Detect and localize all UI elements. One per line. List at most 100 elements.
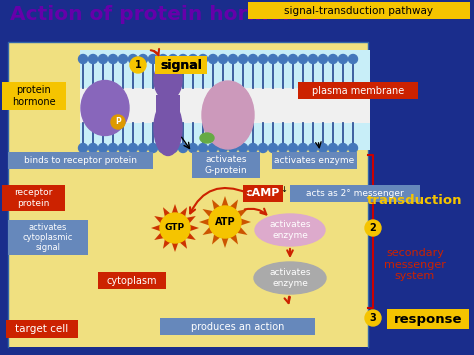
Circle shape: [268, 55, 277, 64]
Bar: [155, 56, 207, 74]
Bar: [272, 152, 357, 169]
Bar: [2, 82, 66, 110]
Bar: [155, 56, 207, 74]
Text: protein
hormone: protein hormone: [12, 85, 56, 107]
Text: 3: 3: [370, 313, 376, 323]
Bar: [192, 152, 260, 178]
Text: receptor
protein: receptor protein: [14, 188, 53, 208]
Circle shape: [209, 55, 218, 64]
Text: response: response: [394, 312, 462, 326]
Circle shape: [219, 143, 228, 153]
Circle shape: [299, 55, 308, 64]
Circle shape: [228, 55, 237, 64]
Ellipse shape: [255, 214, 325, 246]
Polygon shape: [151, 204, 199, 252]
Circle shape: [248, 143, 257, 153]
Circle shape: [238, 143, 247, 153]
Circle shape: [128, 55, 137, 64]
Bar: [6, 320, 78, 338]
Circle shape: [228, 143, 237, 153]
Text: ↓: ↓: [281, 186, 288, 195]
Bar: [8, 42, 368, 347]
Circle shape: [268, 143, 277, 153]
Circle shape: [199, 55, 208, 64]
Circle shape: [130, 57, 146, 73]
Circle shape: [168, 143, 177, 153]
Text: signal-transduction pathway: signal-transduction pathway: [284, 5, 434, 16]
Circle shape: [189, 55, 198, 64]
Ellipse shape: [254, 262, 326, 294]
Circle shape: [319, 55, 328, 64]
Circle shape: [348, 55, 357, 64]
Circle shape: [99, 55, 108, 64]
Circle shape: [148, 143, 157, 153]
Circle shape: [248, 55, 257, 64]
Polygon shape: [199, 196, 251, 248]
Circle shape: [309, 55, 318, 64]
Text: acts as 2° messenger: acts as 2° messenger: [306, 189, 404, 198]
Circle shape: [209, 143, 218, 153]
Bar: [80, 50, 370, 150]
Text: cAMP: cAMP: [246, 189, 280, 198]
Circle shape: [338, 55, 347, 64]
Circle shape: [168, 55, 177, 64]
Bar: [298, 82, 418, 99]
Circle shape: [138, 55, 147, 64]
Text: activates
enzyme: activates enzyme: [269, 268, 311, 288]
Circle shape: [160, 213, 190, 243]
Text: Action of protein hormones: Action of protein hormones: [10, 5, 322, 24]
Circle shape: [279, 55, 288, 64]
Text: binds to receptor protein: binds to receptor protein: [24, 156, 137, 165]
Circle shape: [118, 55, 128, 64]
Text: GTP: GTP: [165, 224, 185, 233]
Circle shape: [158, 143, 167, 153]
Circle shape: [365, 310, 381, 326]
Circle shape: [99, 143, 108, 153]
Ellipse shape: [202, 81, 254, 149]
Circle shape: [148, 55, 157, 64]
Text: activates
cytoplasmic
signal: activates cytoplasmic signal: [23, 223, 73, 252]
Circle shape: [289, 143, 298, 153]
Bar: [2, 185, 65, 211]
Circle shape: [199, 143, 208, 153]
Bar: [98, 272, 166, 289]
Bar: [160, 318, 315, 335]
Circle shape: [189, 143, 198, 153]
Bar: [243, 185, 283, 202]
Text: 2: 2: [370, 223, 376, 233]
Circle shape: [238, 55, 247, 64]
Text: activates enzyme: activates enzyme: [274, 156, 355, 165]
Text: 1: 1: [135, 60, 141, 70]
Bar: [80, 88, 370, 123]
Text: P: P: [115, 118, 121, 126]
Circle shape: [209, 206, 241, 238]
Text: target cell: target cell: [15, 324, 69, 334]
Circle shape: [118, 143, 128, 153]
Ellipse shape: [154, 100, 182, 155]
Text: signal: signal: [160, 59, 202, 71]
Bar: [8, 152, 153, 169]
Text: signal: signal: [160, 59, 202, 71]
Ellipse shape: [200, 133, 214, 143]
Circle shape: [279, 143, 288, 153]
Bar: [290, 185, 420, 202]
Circle shape: [109, 55, 118, 64]
Circle shape: [348, 143, 357, 153]
Text: ATP: ATP: [215, 217, 235, 227]
Text: plasma membrane: plasma membrane: [312, 86, 404, 95]
Bar: [387, 309, 469, 329]
Text: transduction: transduction: [367, 193, 463, 207]
Circle shape: [128, 143, 137, 153]
Circle shape: [111, 115, 125, 129]
Circle shape: [89, 143, 98, 153]
Text: activates
G-protein: activates G-protein: [205, 155, 247, 175]
Circle shape: [179, 143, 188, 153]
Text: secondary
messenger
system: secondary messenger system: [384, 248, 446, 281]
Circle shape: [79, 143, 88, 153]
Circle shape: [258, 55, 267, 64]
Bar: [8, 220, 88, 255]
Ellipse shape: [154, 60, 182, 100]
Circle shape: [289, 55, 298, 64]
Circle shape: [319, 143, 328, 153]
Text: cytoplasm: cytoplasm: [107, 275, 157, 285]
